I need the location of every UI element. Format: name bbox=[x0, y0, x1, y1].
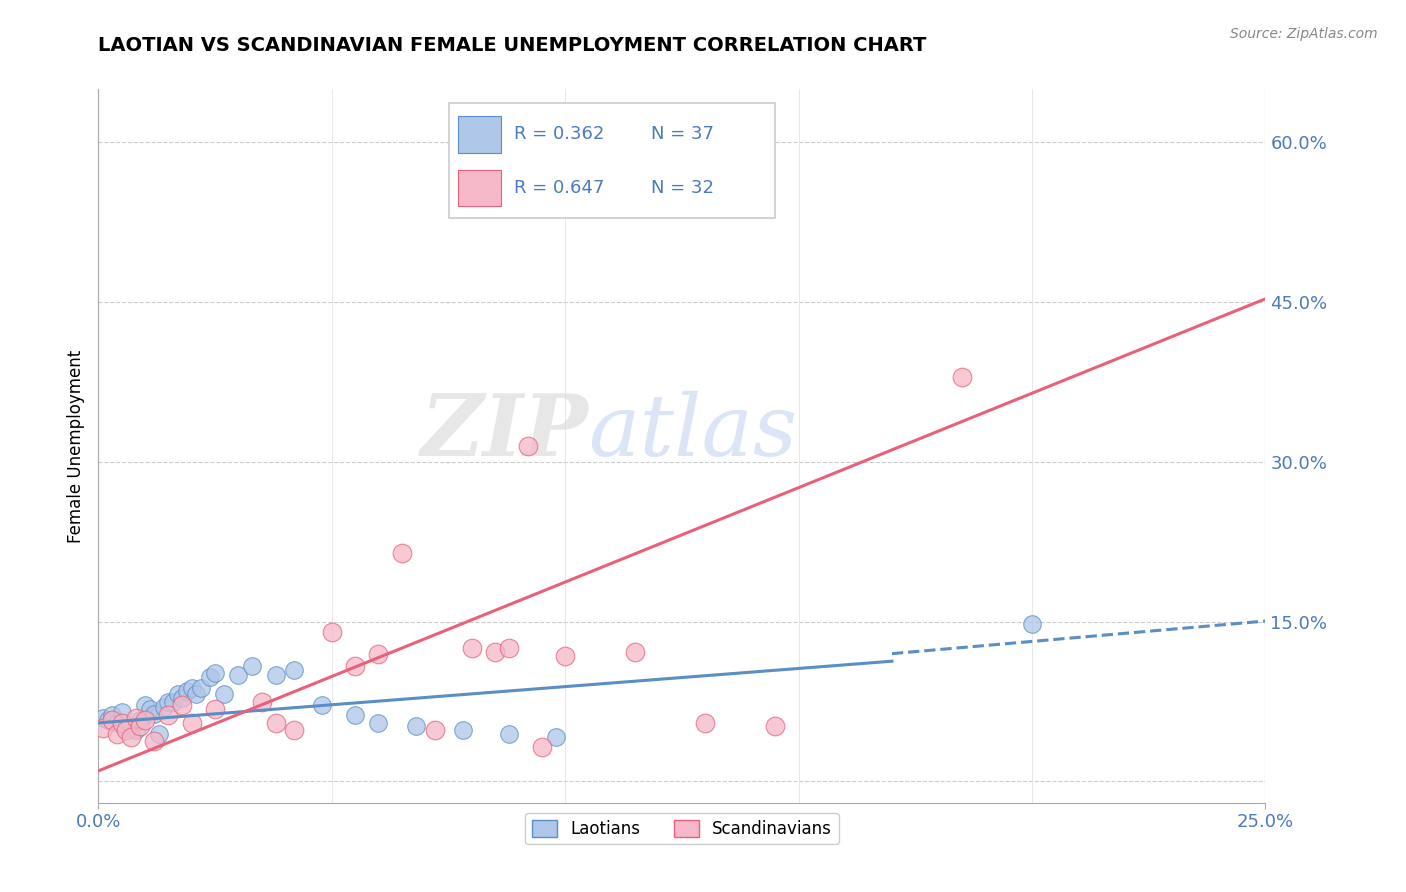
Point bbox=[152, 700, 174, 714]
Point bbox=[311, 698, 333, 712]
Point bbox=[134, 698, 156, 712]
Point bbox=[367, 715, 389, 730]
Point bbox=[180, 715, 202, 730]
Point bbox=[125, 710, 148, 724]
Point bbox=[204, 702, 226, 716]
Point bbox=[157, 708, 180, 723]
Point bbox=[283, 663, 305, 677]
Point bbox=[344, 708, 367, 723]
Point bbox=[162, 695, 184, 709]
Point bbox=[111, 715, 134, 730]
Point bbox=[91, 721, 114, 735]
Text: LAOTIAN VS SCANDINAVIAN FEMALE UNEMPLOYMENT CORRELATION CHART: LAOTIAN VS SCANDINAVIAN FEMALE UNEMPLOYM… bbox=[98, 36, 927, 54]
Point bbox=[115, 723, 138, 738]
Point bbox=[516, 439, 538, 453]
Point bbox=[484, 644, 506, 658]
Point bbox=[204, 665, 226, 680]
Point bbox=[190, 681, 212, 695]
Point bbox=[264, 668, 287, 682]
Point bbox=[544, 730, 567, 744]
Point bbox=[461, 641, 484, 656]
Point bbox=[134, 713, 156, 727]
Point bbox=[186, 687, 208, 701]
Point bbox=[143, 734, 166, 748]
Point bbox=[129, 719, 152, 733]
Point bbox=[200, 670, 222, 684]
Point bbox=[172, 698, 194, 712]
Point bbox=[498, 641, 520, 656]
Point bbox=[391, 545, 413, 559]
Point bbox=[91, 710, 114, 724]
Point bbox=[264, 715, 287, 730]
Legend: Laotians, Scandinavians: Laotians, Scandinavians bbox=[526, 813, 838, 845]
Point bbox=[498, 726, 520, 740]
Text: atlas: atlas bbox=[589, 391, 797, 473]
Point bbox=[172, 691, 194, 706]
Point bbox=[530, 740, 553, 755]
Point bbox=[228, 668, 250, 682]
Point bbox=[111, 706, 134, 720]
Point bbox=[105, 715, 128, 730]
Y-axis label: Female Unemployment: Female Unemployment bbox=[66, 350, 84, 542]
Point bbox=[139, 702, 162, 716]
Point bbox=[214, 687, 236, 701]
Point bbox=[283, 723, 305, 738]
Point bbox=[624, 644, 647, 658]
Point bbox=[148, 726, 170, 740]
Point bbox=[115, 721, 138, 735]
Point bbox=[97, 713, 120, 727]
Point bbox=[105, 726, 128, 740]
Text: ZIP: ZIP bbox=[420, 390, 589, 474]
Point bbox=[344, 659, 367, 673]
Text: Source: ZipAtlas.com: Source: ZipAtlas.com bbox=[1230, 27, 1378, 41]
Point bbox=[157, 695, 180, 709]
Point bbox=[143, 707, 166, 722]
Point bbox=[125, 723, 148, 738]
Point bbox=[242, 659, 264, 673]
Point bbox=[101, 708, 124, 723]
Point bbox=[120, 719, 142, 733]
Point bbox=[763, 719, 786, 733]
Point bbox=[554, 648, 576, 663]
Point bbox=[250, 695, 273, 709]
Point bbox=[695, 715, 717, 730]
Point bbox=[423, 723, 446, 738]
Point bbox=[950, 369, 973, 384]
Point bbox=[451, 723, 474, 738]
Point bbox=[321, 625, 343, 640]
Point bbox=[176, 684, 198, 698]
Point bbox=[1021, 616, 1043, 631]
Point bbox=[367, 647, 389, 661]
Point bbox=[101, 713, 124, 727]
Point bbox=[180, 681, 202, 695]
Point bbox=[129, 713, 152, 727]
Point bbox=[166, 687, 188, 701]
Point bbox=[405, 719, 427, 733]
Point bbox=[120, 730, 142, 744]
